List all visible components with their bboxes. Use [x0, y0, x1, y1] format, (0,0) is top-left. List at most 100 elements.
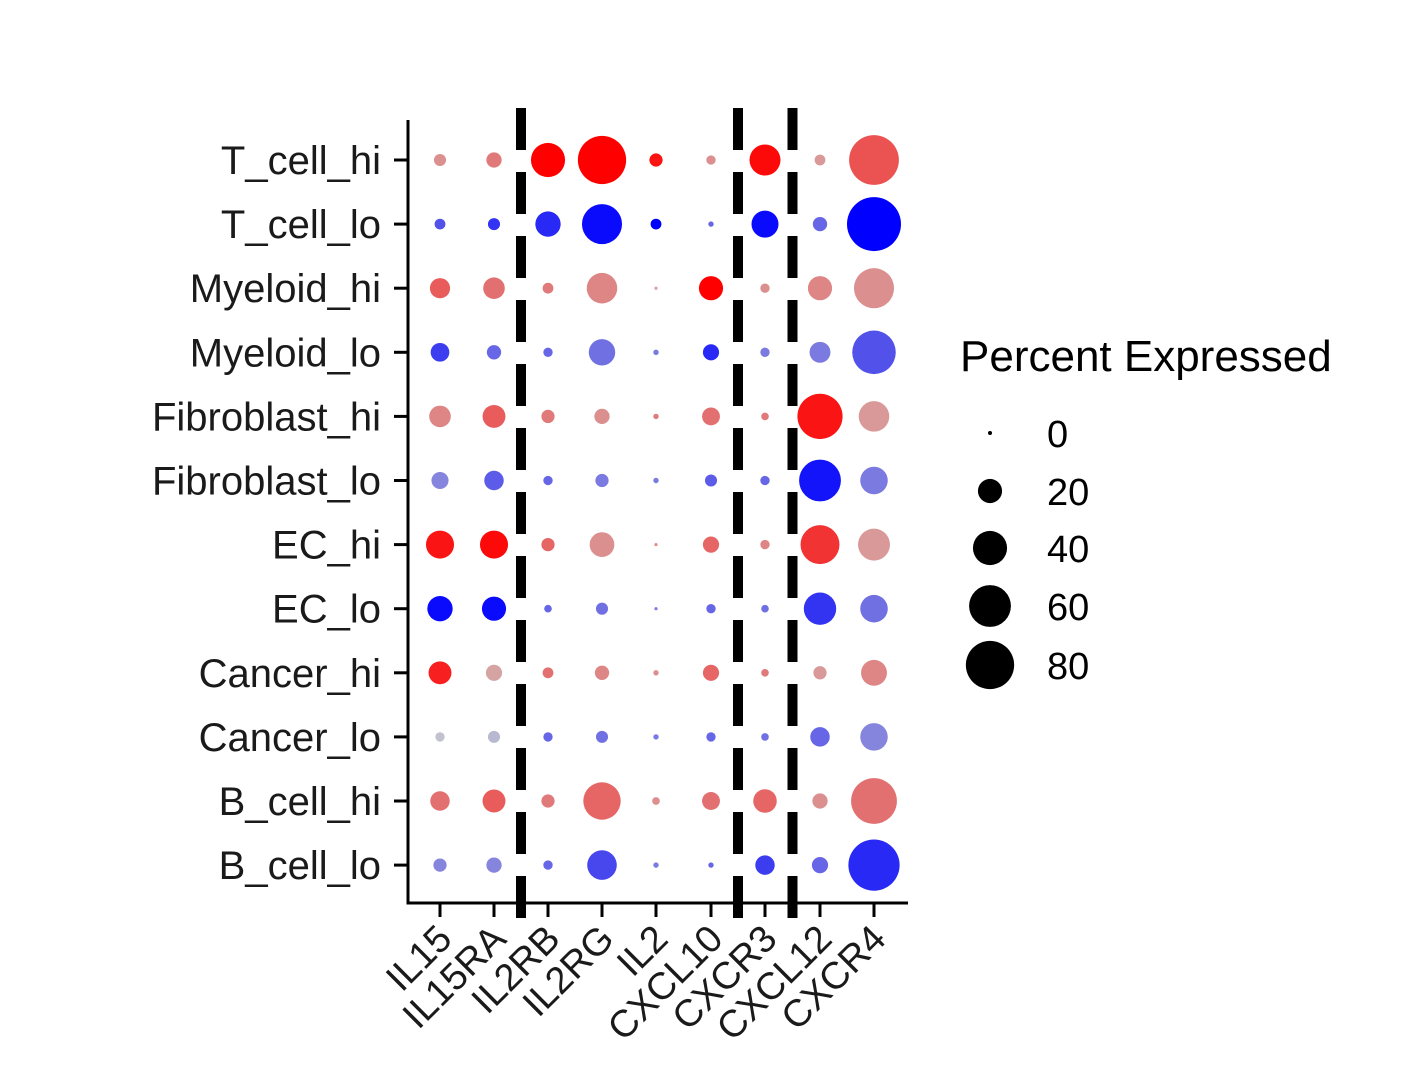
dot-ec-hi-il2rg: [589, 532, 615, 557]
legend-title: Percent Expressed: [960, 332, 1332, 381]
group-separators: [516, 108, 798, 925]
dot-t-cell-lo-cxcr4: [847, 197, 901, 252]
dot-myeloid-hi-il2rg: [586, 272, 618, 304]
dot-cancer-lo-cxcl10: [706, 732, 716, 742]
legend-label-80: 80: [1047, 646, 1089, 688]
dot-t-cell-lo-il2: [650, 218, 662, 230]
dot-ec-hi-cxcr3: [760, 539, 770, 550]
dot-b-cell-hi-cxcl10: [702, 792, 720, 810]
dot-myeloid-hi-il2: [654, 286, 658, 290]
dot-cancer-lo-il2rb: [543, 732, 553, 742]
dot-cancer-hi-il2rb: [542, 667, 554, 679]
dot-fibroblast-hi-cxcl10: [702, 407, 720, 426]
dot-b-cell-lo-il15: [433, 858, 447, 872]
dot-ec-lo-il15: [427, 596, 453, 622]
x-axis-tick-labels: IL15IL15RAIL2RBIL2RGIL2CXCL10CXCR3CXCL12…: [378, 917, 894, 1049]
dot-myeloid-hi-cxcr4: [853, 268, 895, 309]
dot-t-cell-lo-cxcl12: [812, 216, 828, 232]
dot-ec-lo-il15ra: [481, 596, 507, 621]
dot-b-cell-hi-il15: [430, 791, 450, 811]
y-tick-label-t-cell-hi: T_cell_hi: [221, 139, 381, 183]
dot-ec-lo-cxcr3: [761, 604, 769, 613]
dot-b-cell-lo-il2: [653, 862, 659, 868]
legend-dot-0: [988, 431, 992, 435]
dot-cancer-hi-cxcr3: [761, 668, 769, 677]
dot-myeloid-lo-il15: [430, 342, 450, 362]
dot-fibroblast-lo-cxcr4: [860, 466, 888, 495]
dot-b-cell-hi-cxcr3: [753, 789, 777, 813]
dot-fibroblast-hi-il2: [653, 413, 659, 420]
dot-myeloid-lo-cxcl12: [809, 341, 831, 363]
dot-cancer-hi-cxcl10: [702, 664, 720, 681]
dot-b-cell-hi-il2rb: [541, 794, 555, 808]
dot-ec-lo-il2rb: [544, 604, 552, 613]
dot-myeloid-lo-cxcr4: [852, 330, 896, 375]
dot-ec-lo-cxcl10: [706, 604, 716, 614]
dot-t-cell-hi-cxcr3: [749, 144, 781, 176]
y-tick-label-b-cell-hi: B_cell_hi: [219, 780, 381, 824]
dot-t-cell-lo-cxcr3: [751, 210, 779, 238]
dot-t-cell-hi-cxcl12: [814, 154, 826, 166]
dot-b-cell-lo-cxcl12: [811, 857, 829, 874]
dot-fibroblast-hi-il2rg: [594, 408, 610, 425]
dot-fibroblast-hi-il15: [429, 405, 451, 428]
dot-t-cell-lo-cxcl10: [708, 221, 714, 227]
y-tick-label-myeloid-hi: Myeloid_hi: [190, 267, 381, 311]
dot-myeloid-lo-cxcl10: [702, 344, 720, 361]
dot-fibroblast-hi-cxcl12: [797, 393, 843, 439]
dot-cancer-lo-il15ra: [487, 730, 501, 743]
dot-cancer-hi-cxcl12: [813, 666, 827, 680]
legend-dot-20: [977, 478, 1003, 504]
y-tick-label-ec-hi: EC_hi: [272, 524, 381, 568]
dot-ec-hi-il2: [654, 543, 658, 547]
dot-b-cell-lo-cxcl10: [708, 862, 714, 868]
y-tick-label-b-cell-lo: B_cell_lo: [219, 844, 381, 888]
dot-fibroblast-lo-il15ra: [484, 470, 504, 491]
dot-myeloid-lo-il2rb: [543, 347, 553, 357]
dot-b-cell-hi-cxcr4: [851, 778, 897, 824]
x-axis-ticks: [438, 903, 876, 917]
dot-ec-hi-cxcl12: [800, 525, 840, 565]
dot-ec-lo-cxcl12: [803, 592, 837, 625]
dot-t-cell-lo-il15: [434, 218, 446, 230]
dot-fibroblast-lo-il2: [653, 477, 659, 484]
dot-b-cell-lo-cxcr3: [755, 855, 775, 875]
dot-myeloid-lo-il2: [653, 349, 659, 355]
dot-ec-hi-il2rb: [541, 537, 555, 552]
y-tick-label-cancer-hi: Cancer_hi: [199, 652, 381, 696]
dot-ec-hi-cxcr4: [858, 528, 890, 561]
legend-items: 0 20 40 60 80: [965, 414, 1089, 690]
dot-cancer-hi-il2rg: [594, 665, 610, 680]
dot-fibroblast-lo-il15: [431, 471, 449, 490]
dot-fibroblast-hi-il2rb: [541, 409, 555, 424]
dot-myeloid-hi-il2rb: [542, 282, 554, 294]
dot-cancer-lo-cxcl12: [810, 727, 830, 747]
dot-fibroblast-lo-cxcr3: [760, 475, 770, 486]
dot-b-cell-lo-il2rg: [587, 850, 617, 880]
dot-fibroblast-lo-il2rg: [595, 473, 609, 488]
dot-b-cell-lo-cxcr4: [848, 839, 900, 891]
y-tick-label-fibroblast-lo: Fibroblast_lo: [152, 460, 381, 504]
dots: [425, 135, 901, 891]
dot-t-cell-hi-il15ra: [486, 152, 502, 168]
dot-t-cell-hi-cxcr4: [849, 135, 899, 185]
dot-myeloid-lo-il15ra: [486, 345, 502, 360]
dot-t-cell-lo-il2rg: [581, 204, 623, 245]
dot-b-cell-lo-il2rb: [543, 860, 553, 870]
legend-label-40: 40: [1047, 529, 1089, 571]
legend: Percent Expressed 0 20 40 60 80: [960, 332, 1332, 690]
dot-myeloid-hi-cxcl10: [698, 276, 724, 301]
dot-cancer-hi-il15ra: [485, 664, 503, 681]
legend-dot-60: [969, 585, 1011, 627]
dot-myeloid-lo-cxcr3: [760, 347, 770, 357]
y-axis-ticks: [394, 158, 408, 867]
y-tick-label-ec-lo: EC_lo: [272, 588, 381, 632]
dot-ec-lo-il2rg: [595, 602, 609, 615]
dot-t-cell-hi-il2rb: [530, 142, 566, 178]
dot-b-cell-hi-cxcl12: [812, 793, 828, 809]
dot-cancer-hi-cxcr4: [861, 659, 887, 686]
dot-myeloid-hi-cxcr3: [760, 283, 770, 293]
dot-fibroblast-lo-cxcl12: [799, 459, 841, 502]
y-tick-label-cancer-lo: Cancer_lo: [199, 716, 381, 760]
